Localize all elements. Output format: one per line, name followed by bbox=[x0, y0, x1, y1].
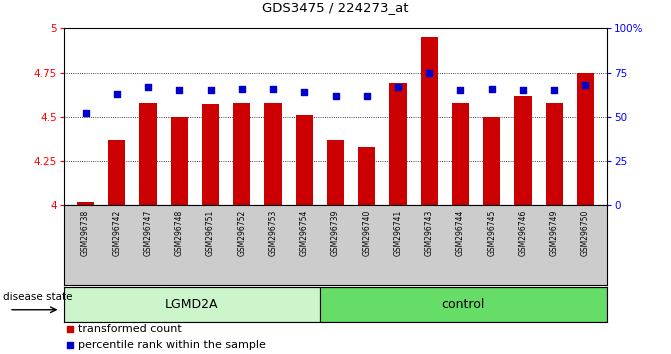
Text: GSM296748: GSM296748 bbox=[175, 209, 184, 256]
Point bbox=[486, 86, 497, 91]
Point bbox=[111, 91, 122, 97]
Point bbox=[549, 87, 560, 93]
Text: GSM296751: GSM296751 bbox=[206, 209, 215, 256]
Point bbox=[205, 87, 216, 93]
Text: percentile rank within the sample: percentile rank within the sample bbox=[79, 340, 266, 350]
Text: transformed count: transformed count bbox=[79, 324, 182, 334]
Point bbox=[424, 70, 435, 75]
Text: control: control bbox=[442, 298, 485, 311]
Text: GSM296738: GSM296738 bbox=[81, 209, 90, 256]
Point bbox=[143, 84, 154, 90]
Text: GSM296739: GSM296739 bbox=[331, 209, 340, 256]
Bar bbox=[64, 287, 319, 322]
Text: disease state: disease state bbox=[3, 292, 73, 302]
Text: GSM296745: GSM296745 bbox=[487, 209, 496, 256]
Bar bbox=[264, 103, 282, 205]
Text: GSM296746: GSM296746 bbox=[519, 209, 527, 256]
Point bbox=[236, 86, 247, 91]
Bar bbox=[319, 287, 607, 322]
Text: GDS3475 / 224273_at: GDS3475 / 224273_at bbox=[262, 1, 409, 14]
Text: LGMD2A: LGMD2A bbox=[165, 298, 218, 311]
Point bbox=[455, 87, 466, 93]
Text: GSM296740: GSM296740 bbox=[362, 209, 371, 256]
Text: GSM296752: GSM296752 bbox=[238, 209, 246, 256]
Bar bbox=[170, 117, 188, 205]
Point bbox=[81, 110, 91, 116]
Bar bbox=[296, 115, 313, 205]
Point bbox=[174, 87, 185, 93]
Point bbox=[580, 82, 590, 88]
Bar bbox=[515, 96, 531, 205]
Point bbox=[268, 86, 278, 91]
Point bbox=[517, 87, 528, 93]
Text: GSM296744: GSM296744 bbox=[456, 209, 465, 256]
Bar bbox=[421, 37, 437, 205]
Point bbox=[299, 89, 309, 95]
Text: GSM296743: GSM296743 bbox=[425, 209, 433, 256]
Point bbox=[362, 93, 372, 98]
Text: GSM296754: GSM296754 bbox=[300, 209, 309, 256]
Bar bbox=[577, 73, 594, 205]
Text: GSM296753: GSM296753 bbox=[268, 209, 278, 256]
Text: GSM296750: GSM296750 bbox=[581, 209, 590, 256]
Bar bbox=[546, 103, 563, 205]
Text: GSM296749: GSM296749 bbox=[550, 209, 559, 256]
Point bbox=[65, 342, 76, 348]
Bar bbox=[202, 104, 219, 205]
Text: GSM296747: GSM296747 bbox=[144, 209, 152, 256]
Point bbox=[330, 93, 341, 98]
Text: GSM296741: GSM296741 bbox=[393, 209, 403, 256]
Bar bbox=[234, 103, 250, 205]
Bar bbox=[389, 83, 407, 205]
Bar bbox=[483, 117, 501, 205]
Point bbox=[393, 84, 403, 90]
Bar bbox=[140, 103, 156, 205]
Bar bbox=[77, 202, 94, 205]
Bar bbox=[327, 140, 344, 205]
Bar bbox=[108, 140, 125, 205]
Text: GSM296742: GSM296742 bbox=[112, 209, 121, 256]
Point bbox=[65, 326, 76, 332]
Bar bbox=[452, 103, 469, 205]
Bar bbox=[358, 147, 375, 205]
